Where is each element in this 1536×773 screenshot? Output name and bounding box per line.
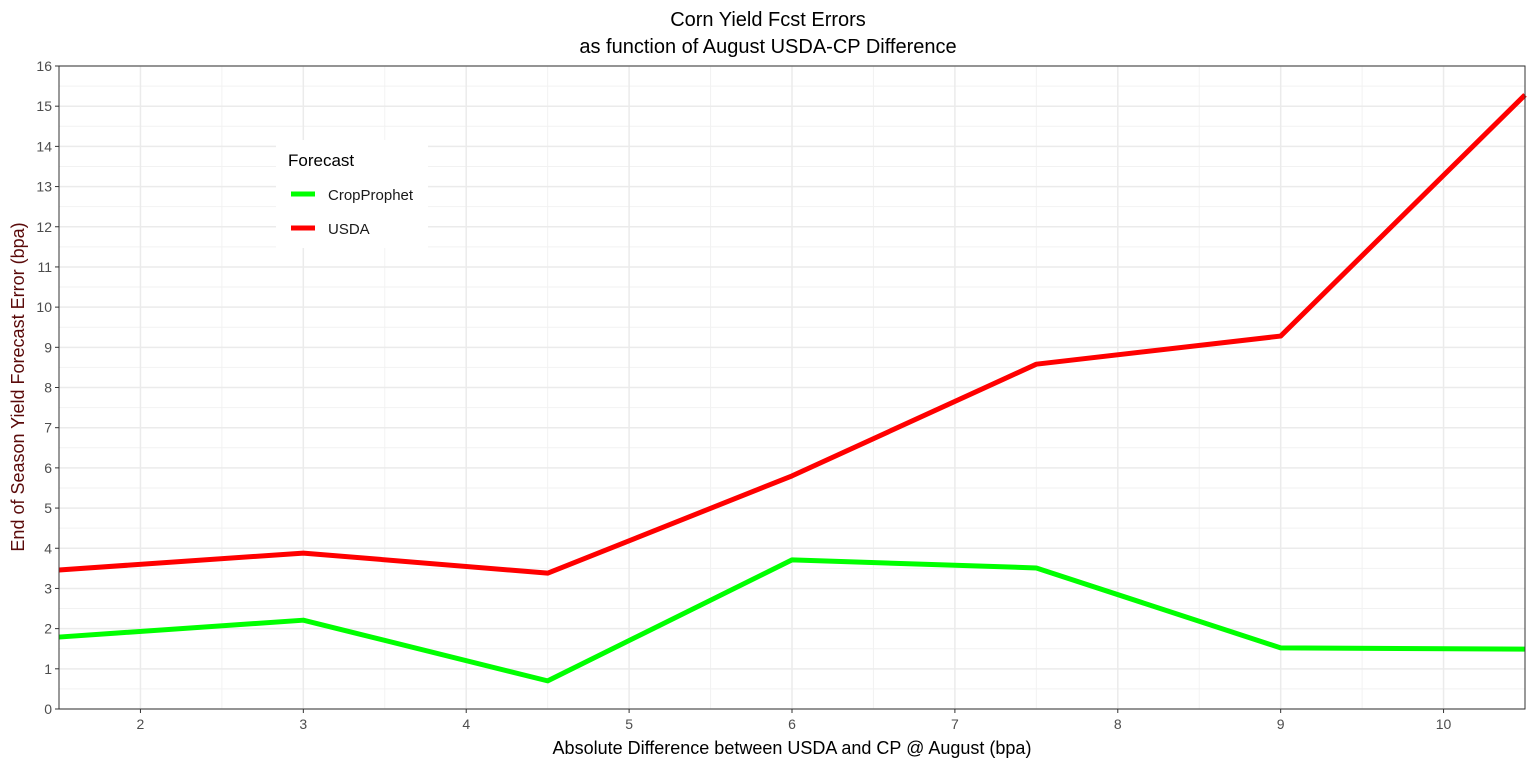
x-tick-label: 4 xyxy=(462,716,470,732)
x-tick-label: 2 xyxy=(137,716,145,732)
y-tick-label: 11 xyxy=(37,259,52,275)
y-tick-label: 5 xyxy=(44,500,52,516)
x-tick-label: 5 xyxy=(625,716,633,732)
x-tick-label: 3 xyxy=(299,716,307,732)
y-tick-label: 14 xyxy=(36,138,52,154)
x-tick-label: 10 xyxy=(1436,716,1452,732)
y-tick-label: 6 xyxy=(44,460,52,476)
y-tick-label: 13 xyxy=(36,179,52,195)
y-tick-label: 0 xyxy=(44,701,52,717)
legend-label-cropprophet: CropProphet xyxy=(328,187,414,204)
legend: Forecast CropProphet USDA xyxy=(276,140,428,248)
y-tick-label: 4 xyxy=(44,540,52,556)
chart-title: Corn Yield Fcst Errors xyxy=(670,9,866,31)
y-tick-label: 15 xyxy=(36,98,52,114)
y-tick-label: 8 xyxy=(44,380,52,396)
y-tick-label: 16 xyxy=(36,58,52,74)
x-tick-label: 9 xyxy=(1277,716,1285,732)
chart-subtitle: as function of August USDA-CP Difference xyxy=(579,36,956,58)
x-tick-label: 8 xyxy=(1114,716,1122,732)
y-tick-label: 12 xyxy=(36,219,52,235)
y-tick-label: 7 xyxy=(44,420,52,436)
x-tick-label: 7 xyxy=(951,716,959,732)
y-tick-label: 10 xyxy=(36,299,52,315)
y-tick-label: 2 xyxy=(44,621,52,637)
y-axis-label: End of Season Yield Forecast Error (bpa) xyxy=(8,222,28,551)
x-tick-label: 6 xyxy=(788,716,796,732)
x-axis-label: Absolute Difference between USDA and CP … xyxy=(553,738,1032,758)
y-tick-label: 3 xyxy=(44,580,52,596)
y-tick-label: 9 xyxy=(44,339,52,355)
legend-title: Forecast xyxy=(288,151,354,170)
legend-label-usda: USDA xyxy=(328,221,370,238)
y-tick-label: 1 xyxy=(44,661,52,677)
